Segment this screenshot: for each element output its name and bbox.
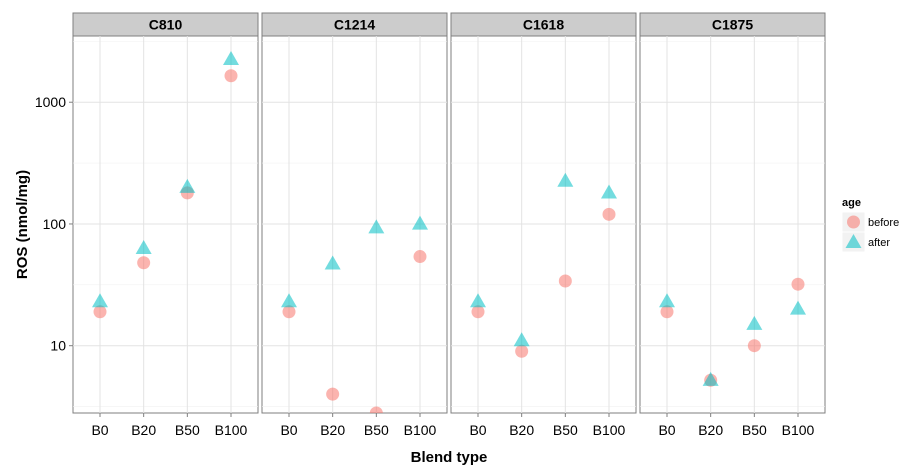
plot-area: [450, 35, 637, 414]
facet-strip-label: C1875: [712, 17, 753, 33]
point-after: [746, 315, 763, 330]
point-after: [601, 184, 617, 199]
x-tick-label: B20: [509, 422, 534, 438]
data-marks: [92, 50, 239, 319]
point-after: [557, 172, 574, 187]
point-after: [470, 293, 486, 308]
y-tick-label: 1000: [35, 94, 66, 110]
x-tick-label: B100: [593, 422, 626, 438]
x-tick-label: B20: [131, 422, 156, 438]
point-before: [137, 256, 151, 270]
y-axis: 10 100 1000: [35, 94, 73, 354]
facet-panel-c1214: C1214 B0 B20 B50 B100: [261, 12, 448, 438]
x-tick-label: B100: [404, 422, 437, 438]
point-after: [412, 215, 428, 230]
point-before: [224, 69, 238, 83]
legend-marker-after: [845, 234, 862, 248]
point-before: [326, 387, 340, 401]
point-before: [747, 339, 761, 353]
x-tick-label: B100: [215, 422, 248, 438]
y-tick-label: 100: [43, 216, 67, 232]
data-marks: [659, 277, 806, 387]
point-after: [324, 255, 341, 270]
point-after: [135, 239, 152, 254]
point-after: [702, 371, 719, 386]
point-after: [368, 219, 385, 234]
facet-panel-c810: C810 B0 B20 B50 B100: [72, 12, 259, 438]
legend-title: age: [842, 197, 861, 209]
point-after: [281, 293, 297, 308]
point-before: [282, 305, 296, 319]
x-tick-label: B50: [364, 422, 389, 438]
legend-marker-before: [847, 215, 860, 229]
point-after: [659, 293, 675, 308]
point-after: [92, 293, 108, 308]
panels: C810 B0 B20 B50 B100 C1214 B0 B20 B50 B100 C1618 B0…: [72, 12, 826, 438]
point-before: [602, 207, 616, 221]
facet-strip-label: C1214: [334, 17, 375, 33]
x-tick-label: B0: [469, 422, 486, 438]
x-tick-label: B20: [320, 422, 345, 438]
facet-panel-c1618: C1618 B0 B20 B50 B100: [450, 12, 637, 438]
point-before: [515, 344, 529, 358]
data-marks: [281, 215, 428, 413]
facet-panel-c1875: C1875 B0 B20 B50 B100: [639, 12, 826, 438]
y-tick-label: 10: [50, 338, 66, 354]
x-tick-label: B50: [175, 422, 200, 438]
legend-label-before: before: [868, 217, 899, 229]
plot-area: [72, 35, 259, 414]
x-tick-label: B100: [782, 422, 815, 438]
facet-strip-label: C1618: [523, 17, 564, 33]
y-axis-title: ROS (nmol/mg): [14, 170, 31, 279]
point-before: [369, 406, 383, 413]
point-after: [513, 332, 530, 347]
facet-strip-label: C810: [149, 17, 183, 33]
point-after: [223, 50, 239, 65]
point-before: [660, 305, 674, 319]
x-tick-label: B20: [698, 422, 723, 438]
x-tick-label: B0: [280, 422, 297, 438]
point-after: [790, 300, 806, 315]
legend: age before after: [841, 197, 899, 253]
x-tick-label: B0: [658, 422, 675, 438]
point-before: [791, 277, 805, 291]
x-tick-label: B50: [553, 422, 578, 438]
point-after: [179, 178, 196, 193]
x-axis-title: Blend type: [411, 449, 488, 466]
point-before: [558, 274, 572, 288]
data-marks: [470, 172, 617, 358]
point-before: [93, 305, 107, 319]
point-before: [413, 250, 427, 264]
x-tick-label: B50: [742, 422, 767, 438]
plot-area: [639, 35, 826, 414]
point-before: [471, 305, 485, 319]
x-tick-label: B0: [91, 422, 108, 438]
legend-label-after: after: [868, 237, 890, 249]
